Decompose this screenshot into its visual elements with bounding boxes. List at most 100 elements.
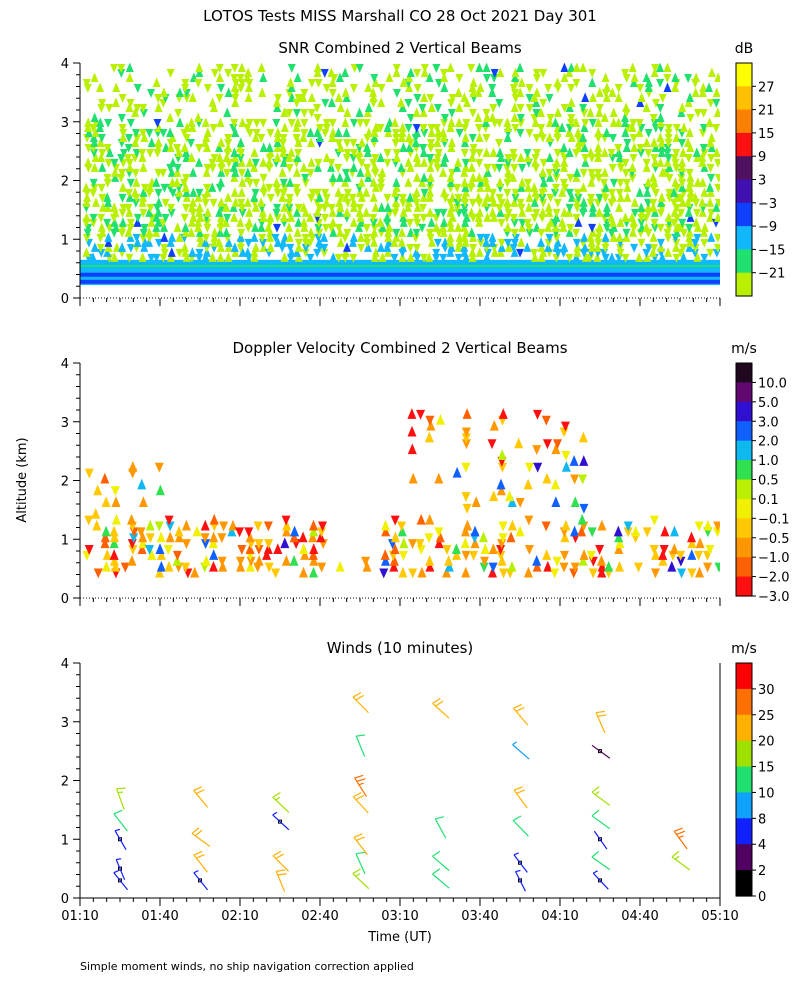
snr-cell xyxy=(357,137,366,147)
snr-cell xyxy=(341,247,350,257)
snr-cell xyxy=(322,118,331,128)
snr-cell xyxy=(299,162,308,172)
snr-cell xyxy=(658,167,667,177)
snr-cell xyxy=(686,172,695,182)
snr-cell xyxy=(195,188,204,198)
doppler-cell xyxy=(614,543,624,554)
snr-cell xyxy=(320,69,329,78)
doppler-cell xyxy=(425,513,435,525)
snr-cell xyxy=(691,87,700,98)
snr-cell xyxy=(251,202,260,212)
doppler-cell xyxy=(561,519,571,531)
calm-marker xyxy=(598,878,602,883)
snr-cell xyxy=(321,223,330,233)
snr-cell xyxy=(209,123,218,133)
doppler-cell xyxy=(507,519,517,531)
snr-cell xyxy=(229,123,238,133)
snr-cell xyxy=(525,104,534,113)
snr-cell xyxy=(609,232,618,242)
colorbar-label: 1.0 xyxy=(758,454,779,469)
snr-cell xyxy=(264,222,273,232)
snr-cell xyxy=(539,198,548,208)
doppler-cell xyxy=(237,545,247,555)
snr-cell xyxy=(432,213,441,223)
doppler-cell xyxy=(110,486,120,497)
snr-cell xyxy=(285,232,294,242)
snr-cell xyxy=(475,132,484,142)
doppler-cell xyxy=(569,455,579,466)
barb-flag xyxy=(114,828,121,832)
doppler-cell xyxy=(209,531,219,543)
doppler-cell xyxy=(381,554,391,566)
snr-cell xyxy=(553,107,562,117)
snr-cell xyxy=(601,182,610,192)
snr-cell xyxy=(280,212,289,222)
snr-cell xyxy=(705,82,714,93)
snr-cell xyxy=(146,203,155,213)
colorbar-swatch xyxy=(736,86,752,111)
snr-cell xyxy=(446,222,455,232)
snr-cell xyxy=(503,132,512,142)
snr-cell xyxy=(628,162,637,172)
snr-cell xyxy=(630,208,639,218)
colorbar-swatch xyxy=(736,382,752,403)
snr-cell xyxy=(440,187,449,197)
snr-cell xyxy=(252,178,261,188)
snr-cell xyxy=(306,127,315,137)
snr-cell xyxy=(125,192,134,202)
snr-cell xyxy=(201,117,210,127)
snr-cell xyxy=(174,147,183,157)
snr-cell xyxy=(427,123,436,133)
colorbar-swatch xyxy=(736,740,752,768)
snr-cell xyxy=(203,163,212,173)
snr-cell xyxy=(656,132,665,142)
snr-cell xyxy=(397,162,406,172)
doppler-cell xyxy=(407,443,417,455)
snr-cell xyxy=(132,148,141,158)
snr-cell xyxy=(594,152,603,162)
snr-cell xyxy=(601,193,610,203)
snr-cell xyxy=(483,112,492,122)
snr-cell xyxy=(334,253,343,263)
snr-cell xyxy=(602,92,611,103)
snr-cell xyxy=(411,233,420,243)
colorbar-label: 21 xyxy=(758,104,775,119)
snr-cell xyxy=(279,133,288,143)
snr-cell xyxy=(89,218,98,228)
snr-cell xyxy=(594,173,603,183)
snr-cell xyxy=(217,84,226,93)
snr-cell xyxy=(700,148,709,158)
snr-cell xyxy=(385,222,394,232)
doppler-cell xyxy=(650,568,660,579)
snr-cell xyxy=(460,242,469,252)
snr-cell xyxy=(607,212,616,222)
snr-cell xyxy=(224,87,233,98)
barb-flag xyxy=(674,855,680,860)
snr-cell xyxy=(307,193,316,203)
snr-cell xyxy=(469,143,478,153)
barb-staff xyxy=(513,707,529,726)
snr-cell xyxy=(712,87,720,98)
snr-cell xyxy=(588,202,597,212)
snr-cell xyxy=(672,192,681,202)
snr-cell xyxy=(307,227,316,237)
doppler-cell xyxy=(282,525,292,537)
doppler-cell xyxy=(713,521,720,532)
snr-cell xyxy=(621,168,630,178)
snr-cell xyxy=(651,157,660,167)
snr-cell xyxy=(516,113,525,123)
doppler-cell xyxy=(542,549,552,560)
colorbar-swatch xyxy=(736,557,752,578)
snr-cell xyxy=(664,133,673,143)
snr-cell xyxy=(216,242,225,252)
doppler-cell xyxy=(120,562,130,573)
snr-cell xyxy=(719,188,720,190)
doppler-cell xyxy=(136,527,146,538)
snr-cell xyxy=(439,127,448,137)
doppler-cell xyxy=(560,550,570,561)
doppler-cell xyxy=(192,525,202,537)
y-tick-label: 2 xyxy=(61,775,69,790)
snr-cell xyxy=(231,167,240,177)
snr-cell xyxy=(125,253,134,263)
snr-cell xyxy=(124,203,133,213)
